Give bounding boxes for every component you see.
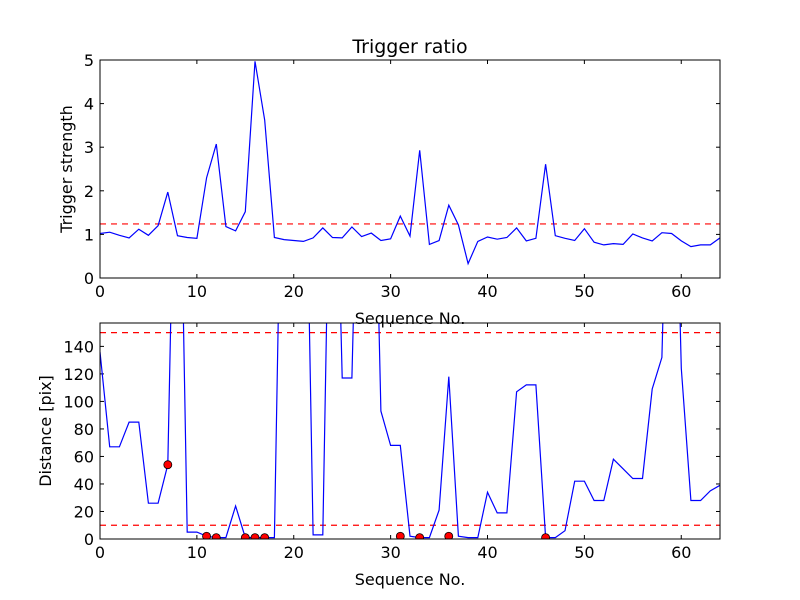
y-tick-label: 5 <box>84 51 94 70</box>
marker-point <box>444 531 454 539</box>
x-tick-label: 20 <box>284 282 304 301</box>
y-tick-label: 20 <box>74 502 94 521</box>
tick-group: 0 10 20 30 40 50 60 0 20 40 60 80 100 120 140 <box>63 323 720 562</box>
marker-point <box>541 533 551 539</box>
y-tick-label: 100 <box>63 392 94 411</box>
y-tick-label: 4 <box>84 95 94 114</box>
x-tick-label: 40 <box>477 282 497 301</box>
marker-point <box>211 533 221 539</box>
y-tick-label: 0 <box>84 530 94 549</box>
marker-point <box>260 533 270 539</box>
marker-point <box>240 533 250 539</box>
x-tick-label: 50 <box>574 282 594 301</box>
x-axis-label: Sequence No. <box>355 309 466 328</box>
y-tick-label: 40 <box>74 475 94 494</box>
x-tick-label: 10 <box>187 282 207 301</box>
x-tick-label: 50 <box>574 543 594 562</box>
y-tick-label: 0 <box>84 269 94 288</box>
x-tick-label: 30 <box>380 543 400 562</box>
x-tick-label: 60 <box>671 543 691 562</box>
y-tick-label: 2 <box>84 182 94 201</box>
y-tick-label: 3 <box>84 138 94 157</box>
plot-area <box>100 61 720 266</box>
marker-point <box>202 531 211 539</box>
x-tick-label: 40 <box>477 543 497 562</box>
series-line <box>100 61 720 266</box>
x-tick-label: 30 <box>380 282 400 301</box>
y-tick-label: 60 <box>74 447 94 466</box>
x-tick-label: 60 <box>671 282 691 301</box>
x-tick-label: 20 <box>284 543 304 562</box>
y-axis-label: Distance [pix] <box>36 375 55 487</box>
y-axis-label: Trigger strength <box>57 105 76 234</box>
x-axis-label: Sequence No. <box>355 570 466 589</box>
marker-point <box>395 531 405 539</box>
x-tick-label: 10 <box>187 543 207 562</box>
marker-group <box>163 460 551 539</box>
tick-group: 0 10 20 30 40 50 60 0 1 2 3 4 5 <box>84 51 720 301</box>
x-tick-label: 0 <box>95 282 105 301</box>
distance-chart: 0 10 20 30 40 50 60 0 20 40 60 80 100 120 140 Sequence… <box>36 322 721 589</box>
chart-title: Trigger ratio <box>351 36 467 58</box>
marker-point <box>250 533 260 539</box>
x-tick-label: 0 <box>95 543 105 562</box>
axes-frame <box>99 59 721 279</box>
marker-point <box>415 533 425 539</box>
axes-frame <box>99 322 721 540</box>
y-tick-label: 1 <box>84 225 94 244</box>
y-tick-label: 140 <box>63 337 94 356</box>
y-tick-label: 120 <box>63 365 94 384</box>
marker-point <box>163 460 173 470</box>
y-tick-label: 80 <box>74 420 94 439</box>
